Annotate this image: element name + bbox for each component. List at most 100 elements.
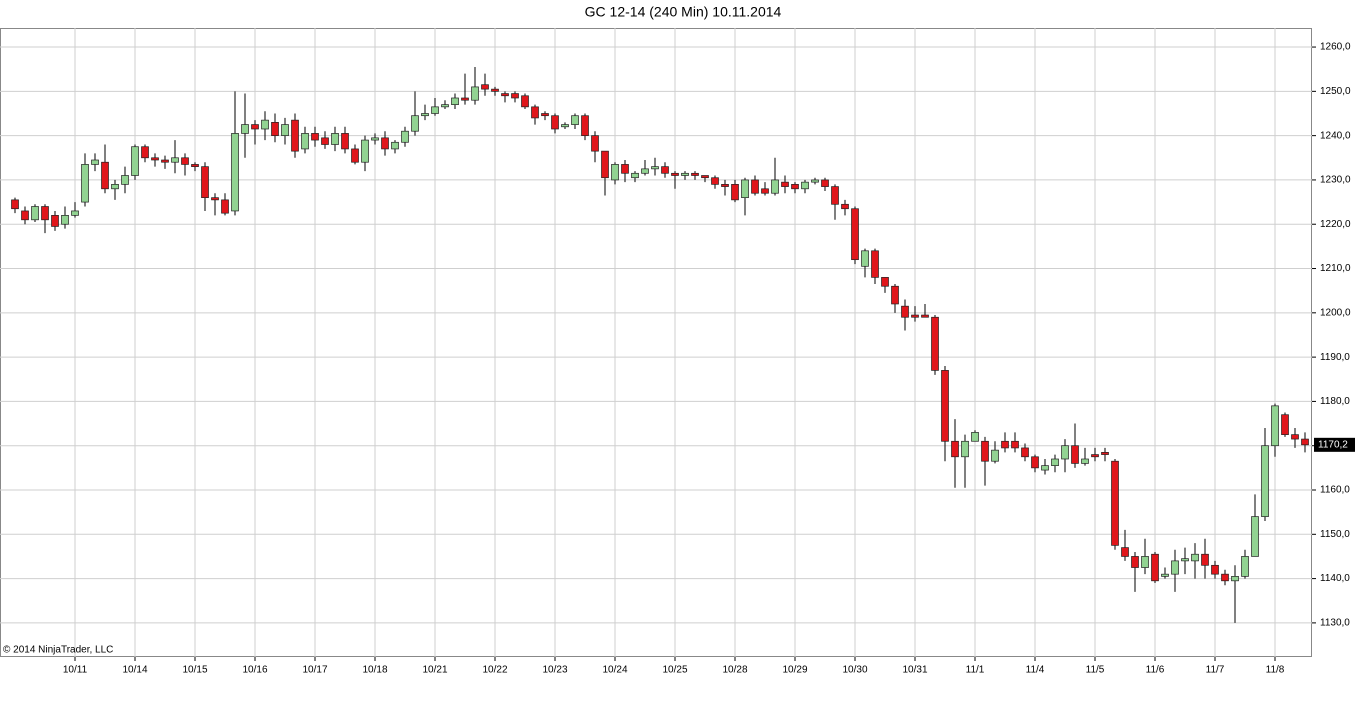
y-tick-label: 1260,0 <box>1320 42 1351 53</box>
candle-body <box>771 179 779 194</box>
candle-body <box>91 159 99 165</box>
candle-body <box>221 199 229 214</box>
candle-body <box>931 316 939 371</box>
candle-body <box>61 215 69 225</box>
candle-body <box>581 115 589 136</box>
candle-body <box>791 184 799 190</box>
x-tick-label: 10/22 <box>482 665 507 676</box>
candle-body <box>381 137 389 150</box>
candle-body <box>471 86 479 101</box>
candle-body <box>271 121 279 136</box>
y-tick-label: 1210,0 <box>1320 263 1351 274</box>
candle-body <box>1061 445 1069 460</box>
candle-body <box>121 175 129 185</box>
candle-body <box>761 188 769 194</box>
candle-body <box>1201 553 1209 566</box>
candle-body <box>71 210 79 216</box>
candle-body <box>701 175 709 179</box>
candle-body <box>431 106 439 114</box>
candle-body <box>801 181 809 190</box>
x-tick-label: 10/30 <box>842 665 867 676</box>
candle-body <box>401 130 409 143</box>
candle-body <box>731 184 739 201</box>
candle-body <box>351 148 359 163</box>
candle-body <box>1121 547 1129 557</box>
candle-body <box>191 164 199 167</box>
candle-body <box>561 124 569 128</box>
candle-body <box>1301 438 1309 446</box>
candle-body <box>481 84 489 90</box>
candle-body <box>1261 445 1269 517</box>
candle-body <box>441 104 449 108</box>
x-tick-label: 11/8 <box>1266 665 1285 676</box>
candle-body <box>721 184 729 187</box>
x-tick-label: 10/21 <box>422 665 447 676</box>
y-tick-label: 1230,0 <box>1320 175 1351 186</box>
candle-body <box>671 172 679 176</box>
x-tick-label: 10/11 <box>63 665 88 676</box>
y-tick-label: 1130,0 <box>1320 618 1350 629</box>
candle-body <box>201 166 209 199</box>
candle-body <box>371 137 379 141</box>
x-tick-label: 11/4 <box>1026 665 1045 676</box>
candle-body <box>851 208 859 261</box>
candle-body <box>461 97 469 101</box>
candle-body <box>511 93 519 99</box>
y-tick-label: 1240,0 <box>1320 130 1351 141</box>
candle-body <box>1231 576 1239 582</box>
candle-body <box>1021 447 1029 458</box>
candle-body <box>911 314 919 318</box>
y-tick-label: 1250,0 <box>1320 86 1351 97</box>
candle-body <box>1091 454 1099 458</box>
x-tick-label: 10/31 <box>902 665 927 676</box>
candle-body <box>1131 556 1139 568</box>
candle-body <box>1011 440 1019 449</box>
candle-body <box>1071 445 1079 464</box>
candle-body <box>1181 558 1189 562</box>
candle-body <box>11 199 19 210</box>
candle-body <box>961 440 969 458</box>
candle-body <box>1211 564 1219 575</box>
x-tick-label: 11/6 <box>1146 665 1165 676</box>
candle-body <box>1271 405 1279 447</box>
candle-body <box>1141 556 1149 568</box>
candle-body <box>951 440 959 458</box>
candle-body <box>641 168 649 174</box>
x-tick-label: 10/15 <box>182 665 207 676</box>
x-tick-label: 11/7 <box>1206 665 1225 676</box>
chart-title: GC 12-14 (240 Min) 10.11.2014 <box>585 4 782 20</box>
x-tick-label: 10/16 <box>242 665 267 676</box>
candle-body <box>591 135 599 152</box>
candle-body <box>501 93 509 97</box>
candle-body <box>941 370 949 442</box>
candle-body <box>421 113 429 117</box>
y-tick-label: 1200,0 <box>1320 307 1351 318</box>
candle-body <box>981 440 989 462</box>
candle-body <box>601 150 609 179</box>
x-tick-label: 10/28 <box>722 665 747 676</box>
candle-body <box>301 133 309 150</box>
x-tick-label: 10/14 <box>122 665 147 676</box>
candle-body <box>231 133 239 212</box>
candle-body <box>1281 414 1289 435</box>
candle-body <box>811 179 819 183</box>
candle-body <box>141 146 149 159</box>
candle-body <box>1081 458 1089 464</box>
candle-body <box>181 157 189 165</box>
candle-body <box>1041 465 1049 471</box>
copyright: © 2014 NinjaTrader, LLC <box>3 645 113 656</box>
candle-body <box>391 141 399 150</box>
candle-body <box>1161 573 1169 577</box>
candle-body <box>741 179 749 199</box>
candle-body <box>281 124 289 136</box>
candle-body <box>1251 516 1259 557</box>
x-tick-label: 11/5 <box>1086 665 1105 676</box>
x-tick-label: 10/29 <box>782 665 807 676</box>
candle-body <box>451 97 459 105</box>
candle-body <box>661 166 669 174</box>
candle-body <box>621 164 629 174</box>
candle-body <box>631 172 639 179</box>
last-price-marker <box>1314 437 1355 452</box>
candle-body <box>331 133 339 145</box>
